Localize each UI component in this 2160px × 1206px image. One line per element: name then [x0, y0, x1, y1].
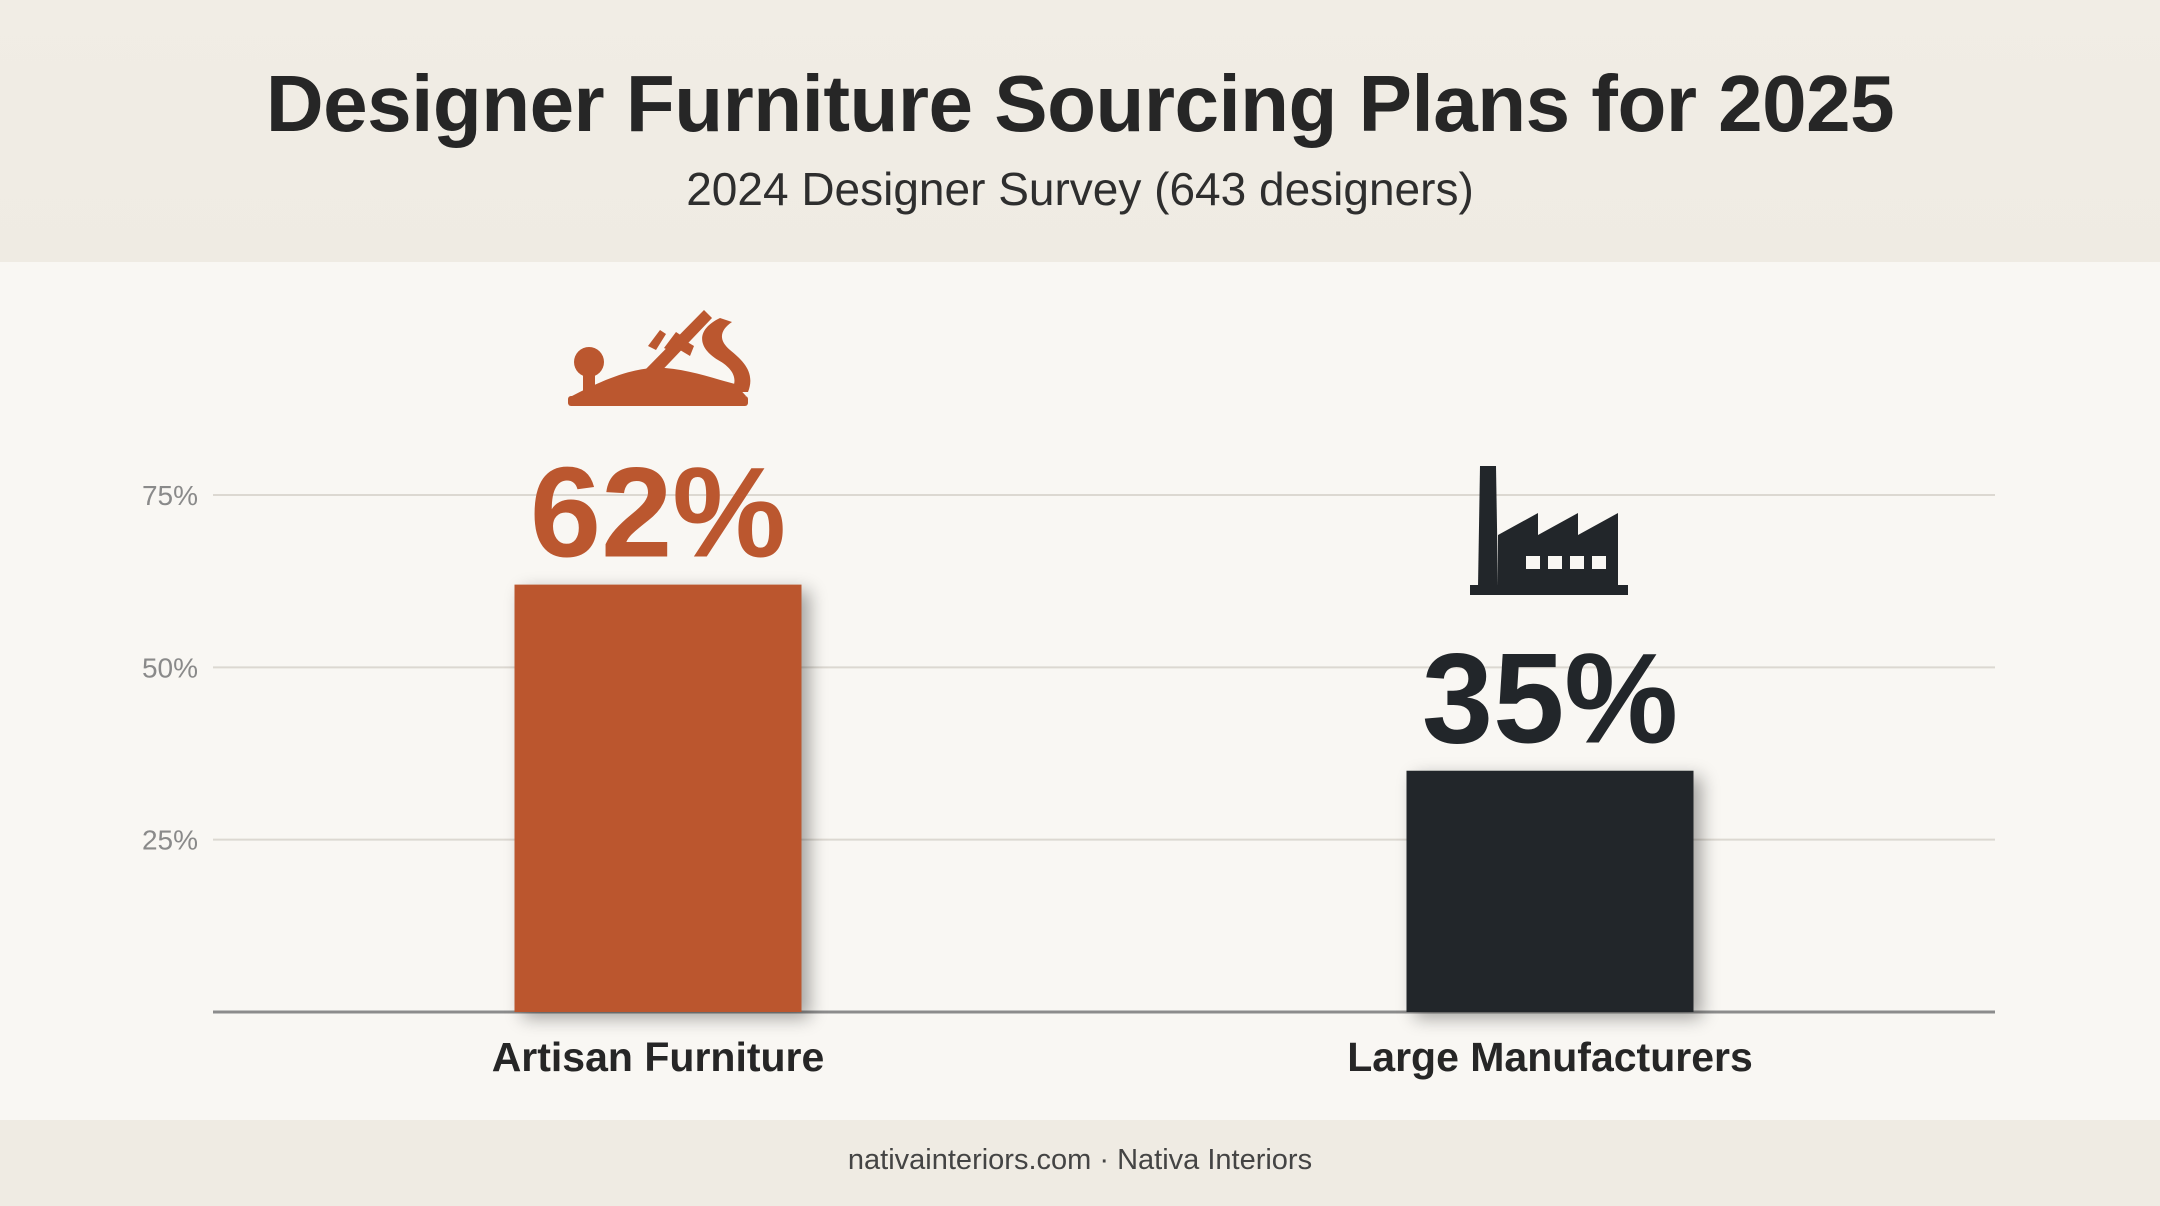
data-label: 62%: [530, 442, 786, 585]
category-label: Large Manufacturers: [1347, 1034, 1753, 1080]
data-label: 35%: [1422, 628, 1678, 771]
y-tick-label: 25%: [142, 825, 198, 856]
bar-artisan-furniture: [514, 584, 802, 1012]
bars: 62% Artisan Furniture 35% Large Manufacture…: [492, 442, 1753, 1080]
category-label: Artisan Furniture: [492, 1034, 825, 1080]
y-tick-label: 50%: [142, 652, 198, 683]
factory-icon: [1470, 466, 1628, 595]
hand-plane-icon: [568, 310, 751, 406]
bar-large-manufacturers: [1406, 770, 1694, 1012]
footer-band: [0, 1120, 2160, 1206]
chart-subtitle: 2024 Designer Survey (643 designers): [686, 163, 1474, 215]
chart-title: Designer Furniture Sourcing Plans for 20…: [265, 59, 1895, 148]
factory-windows: [1526, 556, 1606, 569]
grid-lines: 25% 50% 75%: [142, 480, 1995, 1014]
header-band: [0, 0, 2160, 262]
source-credit: nativainteriors.com · Nativa Interiors: [847, 1144, 1313, 1176]
y-tick-label: 75%: [142, 480, 198, 511]
